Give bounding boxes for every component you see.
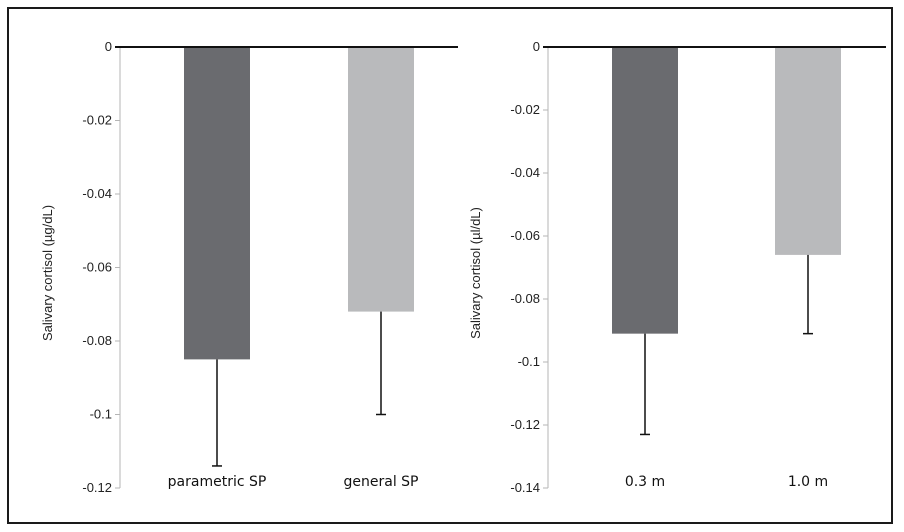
- left-y-tick-label: 0: [105, 39, 112, 54]
- left-y-tick-label: -0.1: [90, 407, 112, 422]
- left-y-tick-label: -0.04: [82, 186, 112, 201]
- right-y-tick-label: -0.12: [510, 417, 540, 432]
- left-y-tick-label: -0.08: [82, 333, 112, 348]
- right-y-axis-label: Salivary cortisol (µl/dL): [468, 207, 483, 339]
- figure-frame: [7, 7, 893, 524]
- right-bar-2: [775, 47, 841, 255]
- right-y-tick-label: 0: [533, 39, 540, 54]
- left-y-tick-label: -0.06: [82, 260, 112, 275]
- right-y-tick-label: -0.04: [510, 165, 540, 180]
- right-y-tick-label: -0.1: [518, 354, 540, 369]
- left-bar-1: [184, 47, 250, 360]
- right-y-tick-label: -0.02: [510, 102, 540, 117]
- right-y-tick-label: -0.08: [510, 291, 540, 306]
- right-category-label-1: 0.3 m: [625, 474, 665, 490]
- left-y-axis-label: Salivary cortisol (µg/dL): [40, 205, 55, 341]
- left-y-tick-label: -0.12: [82, 480, 112, 495]
- right-category-label-2: 1.0 m: [788, 474, 828, 490]
- right-chart-panel: Salivary cortisol (µl/dL) 0 -0.02 -0.04 -0.…: [468, 39, 886, 495]
- left-category-label-1: parametric SP: [168, 474, 267, 490]
- left-category-label-2: general SP: [344, 474, 419, 490]
- right-bar-1: [612, 47, 678, 334]
- left-chart-panel: Salivary cortisol (µg/dL) 0 -0.02 -0.04 -0.…: [40, 39, 458, 495]
- left-bar-2: [348, 47, 414, 312]
- right-y-tick-label: -0.06: [510, 228, 540, 243]
- left-y-tick-label: -0.02: [82, 113, 112, 128]
- right-y-tick-label: -0.14: [510, 480, 540, 495]
